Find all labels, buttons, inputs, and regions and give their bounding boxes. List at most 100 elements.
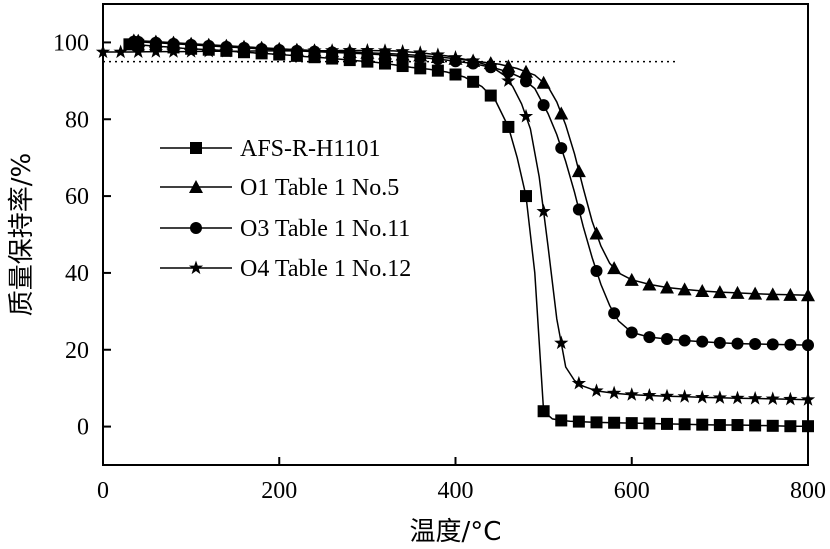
legend-marker <box>188 260 204 275</box>
data-point <box>661 417 673 430</box>
data-point <box>784 420 797 433</box>
data-point <box>660 280 674 294</box>
data-point <box>589 383 604 397</box>
data-point <box>502 120 515 133</box>
data-point <box>696 335 709 348</box>
data-point <box>783 287 798 301</box>
data-point <box>677 282 692 296</box>
data-point <box>149 36 162 49</box>
data-point <box>520 190 532 203</box>
data-point <box>467 75 480 88</box>
data-point <box>571 164 586 178</box>
data-point <box>571 375 587 390</box>
data-point <box>712 285 727 299</box>
series-line <box>103 49 809 401</box>
data-point <box>766 338 779 351</box>
data-point <box>431 64 444 77</box>
data-point <box>236 43 252 58</box>
data-point <box>730 285 745 299</box>
series-triangle <box>126 33 815 302</box>
x-tick-label: 800 <box>790 478 826 504</box>
data-point <box>272 43 287 57</box>
data-point <box>590 264 603 277</box>
data-point <box>731 419 744 432</box>
data-point <box>537 99 550 112</box>
data-point <box>608 416 621 429</box>
data-point <box>695 389 710 404</box>
data-point <box>519 64 533 78</box>
data-point <box>379 48 391 61</box>
data-point <box>555 414 568 427</box>
data-point <box>590 416 603 429</box>
data-point <box>201 43 216 58</box>
data-point <box>731 337 744 350</box>
y-tick-label: 40 <box>65 261 89 287</box>
legend-entry: O1 Table 1 No.5 <box>160 175 399 201</box>
data-point <box>554 106 569 120</box>
data-point <box>395 44 410 58</box>
data-point <box>484 89 497 102</box>
data-point <box>431 53 444 66</box>
data-point <box>608 307 621 320</box>
x-tick-label: 200 <box>261 478 297 504</box>
data-point <box>360 42 375 57</box>
legend-label: O3 Table 1 No.11 <box>240 216 410 242</box>
axes: 0 200 400 600 800 0 20 40 60 80 100 <box>53 3 826 504</box>
y-tick-label: 60 <box>65 184 89 210</box>
data-point <box>113 44 128 59</box>
data-point <box>607 261 622 275</box>
data-point <box>695 283 710 297</box>
data-point <box>414 62 427 75</box>
data-point <box>555 142 568 155</box>
data-point <box>518 108 534 123</box>
data-point <box>254 43 269 57</box>
y-tick-label: 0 <box>77 415 89 441</box>
data-point <box>520 75 532 88</box>
data-point <box>430 47 446 61</box>
data-point <box>536 75 551 89</box>
data-point <box>465 53 481 67</box>
data-point <box>307 43 322 57</box>
data-point <box>661 332 673 345</box>
data-point <box>167 37 180 50</box>
data-point <box>749 337 762 350</box>
data-point <box>748 286 763 300</box>
data-point <box>131 44 146 58</box>
legend-entry: O4 Table 1 No.12 <box>160 256 411 282</box>
data-point <box>643 331 656 344</box>
y-tick-label: 80 <box>65 107 89 133</box>
data-point <box>643 417 656 430</box>
x-axis-title: 温度/°C <box>410 517 502 547</box>
legend-entry: AFS-R-H1101 <box>160 136 380 162</box>
data-point <box>589 226 604 240</box>
data-point <box>642 387 657 402</box>
legend-marker <box>190 222 202 234</box>
data-point <box>377 43 393 57</box>
data-point <box>783 391 798 406</box>
data-point <box>396 60 409 73</box>
plot-area <box>95 33 816 433</box>
legend-marker <box>190 142 202 154</box>
legend-label: AFS-R-H1101 <box>240 136 380 162</box>
data-point <box>678 418 691 431</box>
data-point <box>572 415 585 428</box>
data-point <box>289 43 305 57</box>
data-point <box>730 390 745 405</box>
data-point <box>712 390 728 404</box>
data-point <box>413 45 428 59</box>
data-point <box>696 418 709 431</box>
data-point <box>677 389 692 403</box>
data-point <box>379 57 391 70</box>
data-point <box>183 44 199 58</box>
data-point <box>502 65 515 78</box>
series-square <box>123 38 814 433</box>
series-star <box>95 42 816 406</box>
x-tick-label: 400 <box>438 478 474 504</box>
data-point <box>219 43 234 58</box>
data-point <box>342 42 357 57</box>
data-point <box>678 334 691 347</box>
data-point <box>572 203 585 216</box>
data-point <box>749 419 762 432</box>
legend-marker <box>189 180 203 193</box>
